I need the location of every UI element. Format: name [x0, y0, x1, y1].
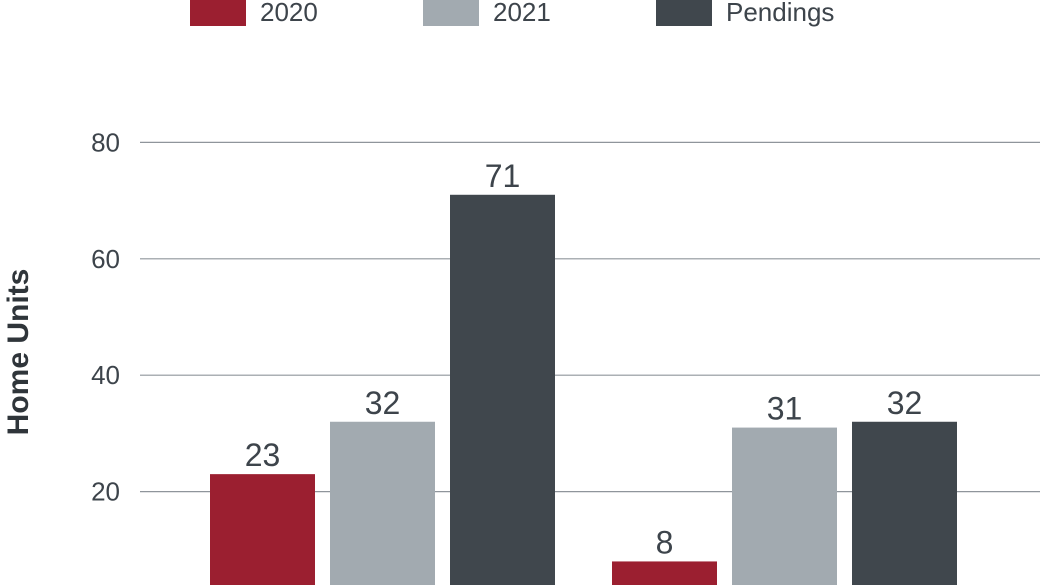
legend-swatch-2020 [190, 0, 246, 26]
value-label-2021-group2: 31 [767, 391, 803, 427]
legend-swatch-2021 [423, 0, 479, 26]
bar-2020-group2 [612, 561, 717, 585]
value-labels: 23 8 32 31 71 32 [245, 158, 923, 561]
y-axis-ticks: 20 40 60 80 [91, 127, 120, 506]
y-tick-label-60: 60 [91, 244, 120, 274]
y-tick-label-80: 80 [91, 127, 120, 157]
value-label-2021-group1: 32 [365, 385, 401, 421]
bar-2021-group2 [732, 427, 837, 585]
bar-pendings-group2 [852, 421, 957, 585]
bar-2020-group1 [210, 474, 315, 585]
y-tick-label-40: 40 [91, 360, 120, 390]
value-label-2020-group2: 8 [656, 524, 674, 560]
y-tick-label-20: 20 [91, 477, 120, 507]
legend-swatch-pendings [656, 0, 712, 26]
legend-label-pendings: Pendings [726, 0, 834, 27]
legend-label-2021: 2021 [493, 0, 551, 27]
legend-label-2020: 2020 [260, 0, 318, 27]
value-label-pendings-group1: 71 [485, 158, 521, 194]
value-label-pendings-group2: 32 [887, 385, 923, 421]
value-label-2020-group1: 23 [245, 437, 281, 473]
bar-pendings-group1 [450, 194, 555, 585]
legend: 2020 2021 Pendings [190, 0, 834, 27]
bar-2021-group1 [330, 421, 435, 585]
y-axis-title: Home Units [2, 269, 35, 436]
bars [210, 194, 957, 585]
